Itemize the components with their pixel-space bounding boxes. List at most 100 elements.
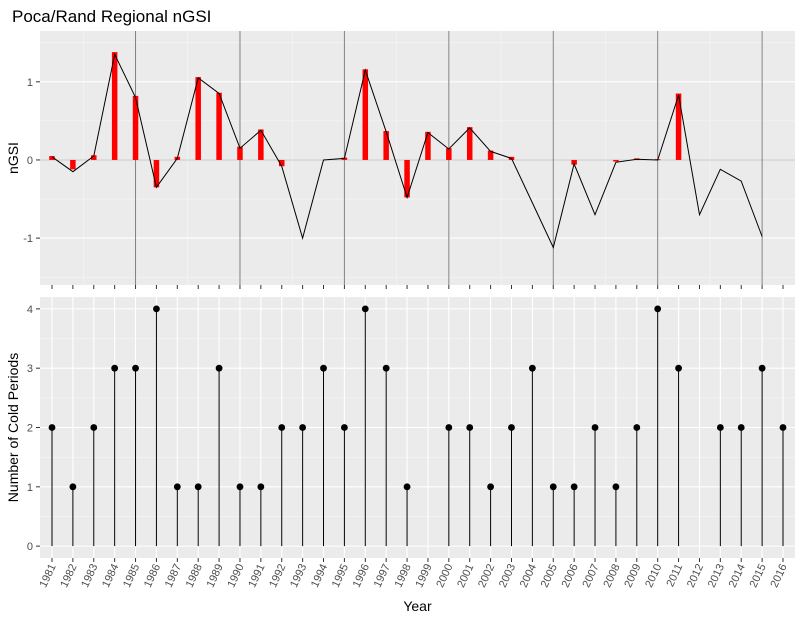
cold-period-point-1984 xyxy=(111,364,119,372)
cold-period-point-1989 xyxy=(215,364,223,372)
cold-period-point-1995 xyxy=(341,424,348,431)
chart-title: Poca/Rand Regional nGSI xyxy=(12,7,211,26)
cold-period-point-1990 xyxy=(236,483,244,491)
cold-period-point-1985 xyxy=(132,364,139,372)
y-tick-label: 0 xyxy=(27,155,33,167)
cold-period-point-1982 xyxy=(69,483,77,491)
cold-period-point-2011 xyxy=(675,364,682,372)
cold-period-point-2015 xyxy=(758,364,766,372)
ngsi-series-line xyxy=(51,52,763,249)
cold-period-point-1994 xyxy=(320,364,327,372)
x-tick-label: 2001 xyxy=(455,562,476,589)
cold-period-point-1998 xyxy=(403,483,411,491)
x-tick-label: 2012 xyxy=(685,562,706,589)
x-tick-label: 1983 xyxy=(79,562,100,589)
ngsi-bar-1983 xyxy=(91,155,97,160)
cold-period-point-2001 xyxy=(466,424,474,431)
x-tick-label: 1984 xyxy=(100,562,121,589)
ngsi-bar-2006 xyxy=(571,159,577,165)
x-tick-label: 2016 xyxy=(768,562,789,589)
x-tick-label: 1995 xyxy=(330,562,351,589)
x-tick-label: 1981 xyxy=(37,562,58,589)
y-tick-label: 1 xyxy=(27,482,33,494)
ngsi-bar-1981 xyxy=(49,156,55,160)
ngsi-bar-1990 xyxy=(237,146,243,160)
cold-period-point-2010 xyxy=(654,305,662,313)
ngsi-bar-1989 xyxy=(216,92,222,160)
x-tick-label: 2006 xyxy=(560,562,581,589)
x-tick-label: 1987 xyxy=(163,562,184,589)
cold-period-point-2013 xyxy=(716,424,724,431)
ngsi-bar-1997 xyxy=(383,131,389,160)
cold-period-point-2014 xyxy=(737,424,745,431)
y-tick-label: 3 xyxy=(27,363,33,375)
x-tick-label: 1993 xyxy=(288,562,309,589)
x-tick-label: 2004 xyxy=(518,562,539,589)
cold-period-point-2004 xyxy=(528,364,536,372)
ngsi-bar-1988 xyxy=(195,77,201,160)
x-tick-label: 2015 xyxy=(748,562,769,589)
y-tick-label: 4 xyxy=(27,304,33,316)
x-tick-label: 1998 xyxy=(393,562,414,589)
cold-period-point-1991 xyxy=(257,483,265,491)
ngsi-bar-2011 xyxy=(675,93,682,160)
cold-period-point-1981 xyxy=(48,424,56,431)
ngsi-bar-1998 xyxy=(404,159,410,198)
cold-period-point-2002 xyxy=(487,483,494,491)
x-tick-label: 2005 xyxy=(539,562,560,589)
x-tick-label: 2002 xyxy=(476,562,497,589)
y-axis-title-ngsi: nGSI xyxy=(5,142,21,174)
x-tick-label: 2008 xyxy=(601,562,622,589)
x-tick-label: 2009 xyxy=(622,562,643,589)
ngsi-bar-2002 xyxy=(487,150,494,160)
x-tick-label: 2013 xyxy=(706,562,727,589)
ngsi-bar-1986 xyxy=(153,159,160,188)
x-tick-label: 1985 xyxy=(121,562,142,589)
x-axis-title: Year xyxy=(403,598,432,614)
cold-period-point-2005 xyxy=(549,483,557,491)
cold-period-point-1986 xyxy=(153,305,160,313)
x-tick-label: 1986 xyxy=(142,562,163,589)
y-tick-label: 2 xyxy=(27,423,33,435)
x-tick-label: 1982 xyxy=(58,562,79,589)
cold-period-point-2006 xyxy=(570,483,578,491)
cold-period-point-2016 xyxy=(779,424,787,431)
x-tick-label: 2000 xyxy=(434,562,455,589)
y-tick-label: 1 xyxy=(27,77,33,89)
cold-period-point-2008 xyxy=(612,483,620,491)
cold-period-point-2000 xyxy=(445,424,453,431)
x-tick-label: 2014 xyxy=(727,562,748,589)
x-tick-label: 1988 xyxy=(184,562,205,589)
ngsi-bar-2008 xyxy=(613,159,619,162)
x-tick-label: 1992 xyxy=(267,562,288,589)
cold-period-point-1987 xyxy=(173,483,181,491)
cold-period-point-1983 xyxy=(90,424,98,431)
y-tick-label: 0 xyxy=(27,541,33,553)
cold-period-point-1992 xyxy=(278,424,286,431)
cold-period-point-2003 xyxy=(508,424,515,431)
ngsi-bar-1996 xyxy=(362,69,369,160)
cold-period-point-1996 xyxy=(361,305,369,313)
cold-period-point-1993 xyxy=(299,424,307,431)
x-tick-label: 2007 xyxy=(581,562,602,589)
x-tick-label: 1990 xyxy=(225,562,246,589)
ngsi-panel: -1 0 1 xyxy=(23,31,795,289)
ngsi-bar-2001 xyxy=(466,127,473,160)
cold-periods-panel: 0 1 2 3 4 1981 1982 1983 1984 1985 1986 1987 1988 198… xyxy=(27,297,795,589)
cold-period-point-2009 xyxy=(633,424,641,431)
x-tick-label: 1997 xyxy=(372,562,393,589)
x-tick-label: 1996 xyxy=(351,562,372,589)
x-tick-label: 2011 xyxy=(664,562,685,589)
ngsi-bar-1999 xyxy=(425,131,431,160)
cold-period-point-1997 xyxy=(382,364,390,372)
y-axis-title-cold-periods: Number of Cold Periods xyxy=(5,353,21,502)
panel-background xyxy=(40,31,795,285)
ngsi-bar-1985 xyxy=(132,95,139,160)
x-tick-label: 1989 xyxy=(205,562,226,589)
ngsi-bar-1982 xyxy=(70,159,76,170)
x-tick-label: 1999 xyxy=(413,562,434,589)
ngsi-bar-1984 xyxy=(111,52,118,160)
cold-period-point-2007 xyxy=(591,424,599,431)
ngsi-bar-1992 xyxy=(278,159,285,167)
